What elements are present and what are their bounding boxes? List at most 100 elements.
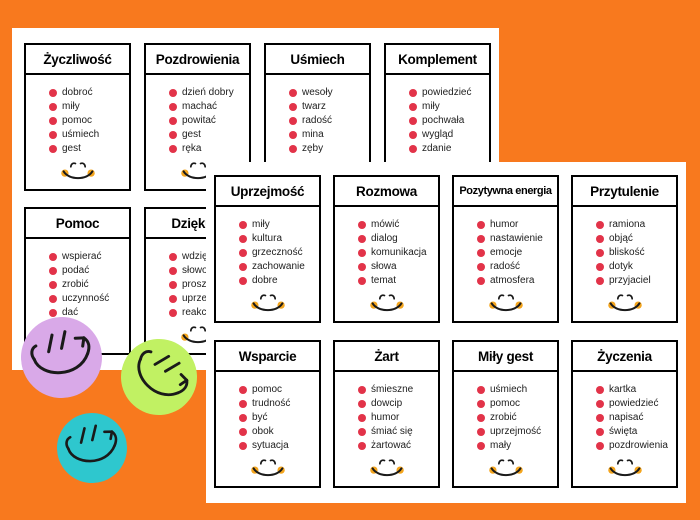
bullet-icon (477, 386, 485, 394)
sticker-smiley-purple (21, 317, 102, 398)
word-row: temat (358, 276, 436, 286)
bullet-icon (169, 281, 177, 289)
word-label: pochwała (422, 115, 465, 126)
bullet-icon (358, 428, 366, 436)
word-label: uczynność (62, 293, 110, 304)
bullet-icon (239, 277, 247, 285)
card-word-list: powiedzieć miły pochwała wygląd zdanie (386, 75, 489, 154)
bullet-icon (49, 131, 57, 139)
word-label: pomoc (62, 115, 93, 126)
bullet-icon (409, 131, 417, 139)
bullet-icon (358, 249, 366, 257)
bullet-icon (169, 253, 177, 261)
card-title: Pozdrowienia (146, 45, 249, 75)
bullet-icon (477, 263, 485, 271)
bullet-icon (169, 295, 177, 303)
word-label: dać (62, 307, 79, 318)
bullet-icon (239, 263, 247, 271)
word-row: zęby (289, 144, 367, 154)
card-word-list: wesoły twarz radość mina zęby (266, 75, 369, 154)
word-label: radość (302, 115, 333, 126)
word-label: nastawienie (490, 233, 543, 244)
bullet-icon (169, 145, 177, 153)
word-row: trudność (239, 399, 317, 409)
word-row: mały (477, 441, 555, 451)
word-row: radość (289, 116, 367, 126)
word-label: radość (490, 261, 521, 272)
bullet-icon (409, 89, 417, 97)
word-label: komunikacja (371, 247, 427, 258)
flashcard: Pozytywna energia humor nastawienie emoc… (452, 175, 559, 323)
word-label: emocje (490, 247, 523, 258)
word-row: humor (358, 413, 436, 423)
word-row: śmieszne (358, 385, 436, 395)
bullet-icon (49, 103, 57, 111)
word-row: napisać (596, 413, 674, 423)
word-row: uśmiech (49, 130, 127, 140)
card-word-list: miły kultura grzeczność zachowanie dobre (216, 207, 319, 286)
word-label: powiedzieć (609, 398, 659, 409)
word-label: gest (62, 143, 81, 154)
bullet-icon (169, 103, 177, 111)
card-word-list: wspierać podać zrobić uczynność dać (26, 239, 129, 318)
word-label: twarz (302, 101, 326, 112)
bullet-icon (596, 221, 604, 229)
word-row: wspierać (49, 252, 127, 262)
flashcard: Życzenia kartka powiedzieć napisać święt… (571, 340, 678, 488)
bullet-icon (169, 117, 177, 125)
flashcard: Żart śmieszne dowcip humor śmiać się żar… (333, 340, 440, 488)
word-label: dobroć (62, 87, 93, 98)
word-label: pomoc (252, 384, 283, 395)
word-label: uśmiech (62, 129, 100, 140)
word-label: zęby (302, 143, 324, 154)
word-label: zrobić (490, 412, 517, 423)
card-word-list: dzień dobry machać powitać gest ręka (146, 75, 249, 154)
word-row: zrobić (49, 280, 127, 290)
bullet-icon (239, 249, 247, 257)
card-title: Przytulenie (573, 177, 676, 207)
word-row: dobre (239, 276, 317, 286)
bullet-icon (358, 235, 366, 243)
word-label: zdanie (422, 143, 452, 154)
word-row: reakcja (169, 308, 247, 318)
word-label: podać (62, 265, 90, 276)
word-row: nastawienie (477, 234, 555, 244)
bullet-icon (49, 89, 57, 97)
card-word-list: dobroć miły pomoc uśmiech gest (26, 75, 129, 154)
word-row: uczynność (49, 294, 127, 304)
word-label: ramiona (609, 219, 646, 230)
bullet-icon (289, 103, 297, 111)
card-title: Pozytywna energia (454, 177, 557, 207)
sticker-smiley-teal (57, 413, 127, 483)
bullet-icon (596, 414, 604, 422)
word-row: podać (49, 266, 127, 276)
word-label: uśmiech (490, 384, 528, 395)
smiley-face-icon (607, 294, 642, 312)
bullet-icon (477, 442, 485, 450)
word-label: miły (422, 101, 440, 112)
bullet-icon (477, 277, 485, 285)
card-title: Wsparcie (216, 342, 319, 372)
flashcard: Uprzejmość miły kultura grzeczność zacho… (214, 175, 321, 323)
card-word-list: humor nastawienie emocje radość atmosfer… (454, 207, 557, 286)
word-label: wygląd (422, 129, 454, 140)
smiley-face-icon (488, 459, 523, 477)
word-row: dobroć (49, 88, 127, 98)
card-word-list: pomoc trudność być obok sytuacja (216, 372, 319, 451)
bullet-icon (596, 386, 604, 394)
flashcard: Życzliwość dobroć miły pomoc uśmiech ges… (24, 43, 131, 191)
bullet-icon (358, 442, 366, 450)
word-row: mina (289, 130, 367, 140)
bullet-icon (596, 442, 604, 450)
word-row: uśmiech (477, 385, 555, 395)
smiley-face-icon (60, 162, 95, 180)
word-row: pomoc (477, 399, 555, 409)
word-row: być (239, 413, 317, 423)
card-word-list: śmieszne dowcip humor śmiać się żartować (335, 372, 438, 451)
word-label: kultura (252, 233, 283, 244)
bullet-icon (169, 131, 177, 139)
card-word-list: mówić dialog komunikacja słowa temat (335, 207, 438, 286)
smiley-face-icon (369, 459, 404, 477)
word-label: słowo (182, 265, 208, 276)
